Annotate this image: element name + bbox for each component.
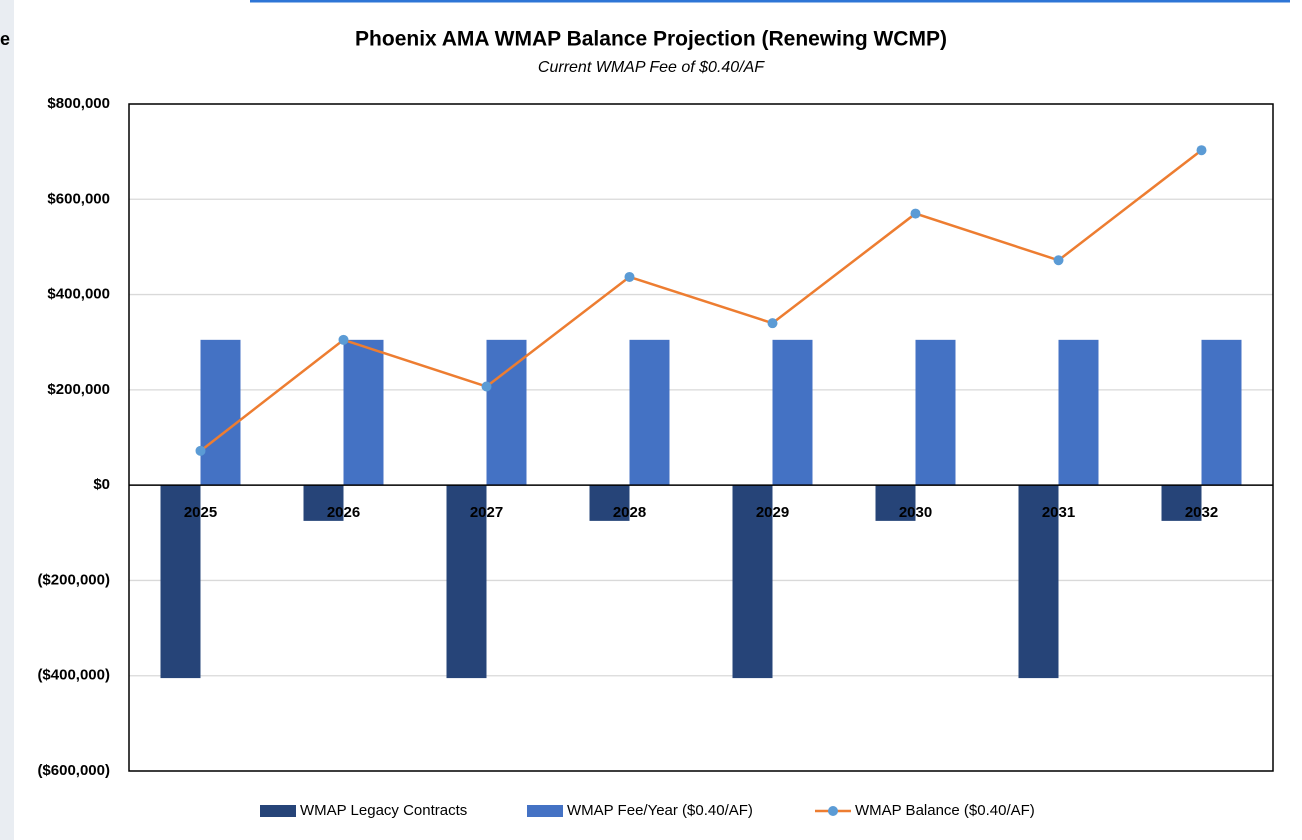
chart-subtitle: Current WMAP Fee of $0.40/AF <box>538 59 765 76</box>
y-tick-label: $400,000 <box>47 286 110 303</box>
y-tick-label: ($600,000) <box>37 762 110 779</box>
legend-swatch <box>260 805 296 817</box>
y-tick-label: $0 <box>93 476 110 493</box>
x-tick-label: 2030 <box>899 504 932 521</box>
legend-label: WMAP Fee/Year ($0.40/AF) <box>567 802 753 819</box>
line-marker <box>624 271 635 282</box>
side-panel <box>0 0 14 840</box>
x-tick-label: 2026 <box>327 504 360 521</box>
line-marker <box>1196 145 1207 156</box>
line <box>199 149 1203 452</box>
bar <box>200 339 241 486</box>
bar <box>1161 485 1202 521</box>
chart-title: Phoenix AMA WMAP Balance Projection (Ren… <box>355 28 947 51</box>
bar <box>303 485 344 521</box>
y-tick-label: $200,000 <box>47 381 110 398</box>
bar <box>589 485 630 521</box>
bar <box>1058 339 1099 486</box>
bar <box>1201 339 1242 486</box>
legend-swatch <box>527 805 563 817</box>
y-tick-label: ($200,000) <box>37 571 110 588</box>
bar <box>343 339 384 486</box>
line-marker <box>767 318 778 329</box>
line-marker <box>195 445 206 456</box>
x-tick-label: 2027 <box>470 504 503 521</box>
x-tick-label: 2029 <box>756 504 789 521</box>
legend-label: WMAP Balance ($0.40/AF) <box>855 802 1035 819</box>
bar <box>732 485 773 679</box>
legend-marker <box>828 806 838 816</box>
x-tick-label: 2028 <box>613 504 646 521</box>
y-tick-label: $600,000 <box>47 190 110 207</box>
line-marker <box>338 334 349 345</box>
y-tick-label: ($400,000) <box>37 667 110 684</box>
bar <box>486 339 527 486</box>
bar <box>915 339 956 486</box>
line-marker <box>1053 255 1064 266</box>
y-tick-label: $800,000 <box>47 95 110 112</box>
bar <box>1018 485 1059 679</box>
side-label: e <box>0 29 10 49</box>
plot-border <box>128 103 1274 772</box>
bar <box>629 339 670 486</box>
bar <box>160 485 201 679</box>
bar <box>875 485 916 521</box>
x-tick-label: 2031 <box>1042 504 1075 521</box>
line-marker <box>481 381 492 392</box>
legend-label: WMAP Legacy Contracts <box>300 802 467 819</box>
bar <box>446 485 487 679</box>
x-tick-label: 2032 <box>1185 504 1218 521</box>
line-marker <box>910 208 921 219</box>
x-tick-label: 2025 <box>184 504 217 521</box>
bar <box>772 339 813 486</box>
